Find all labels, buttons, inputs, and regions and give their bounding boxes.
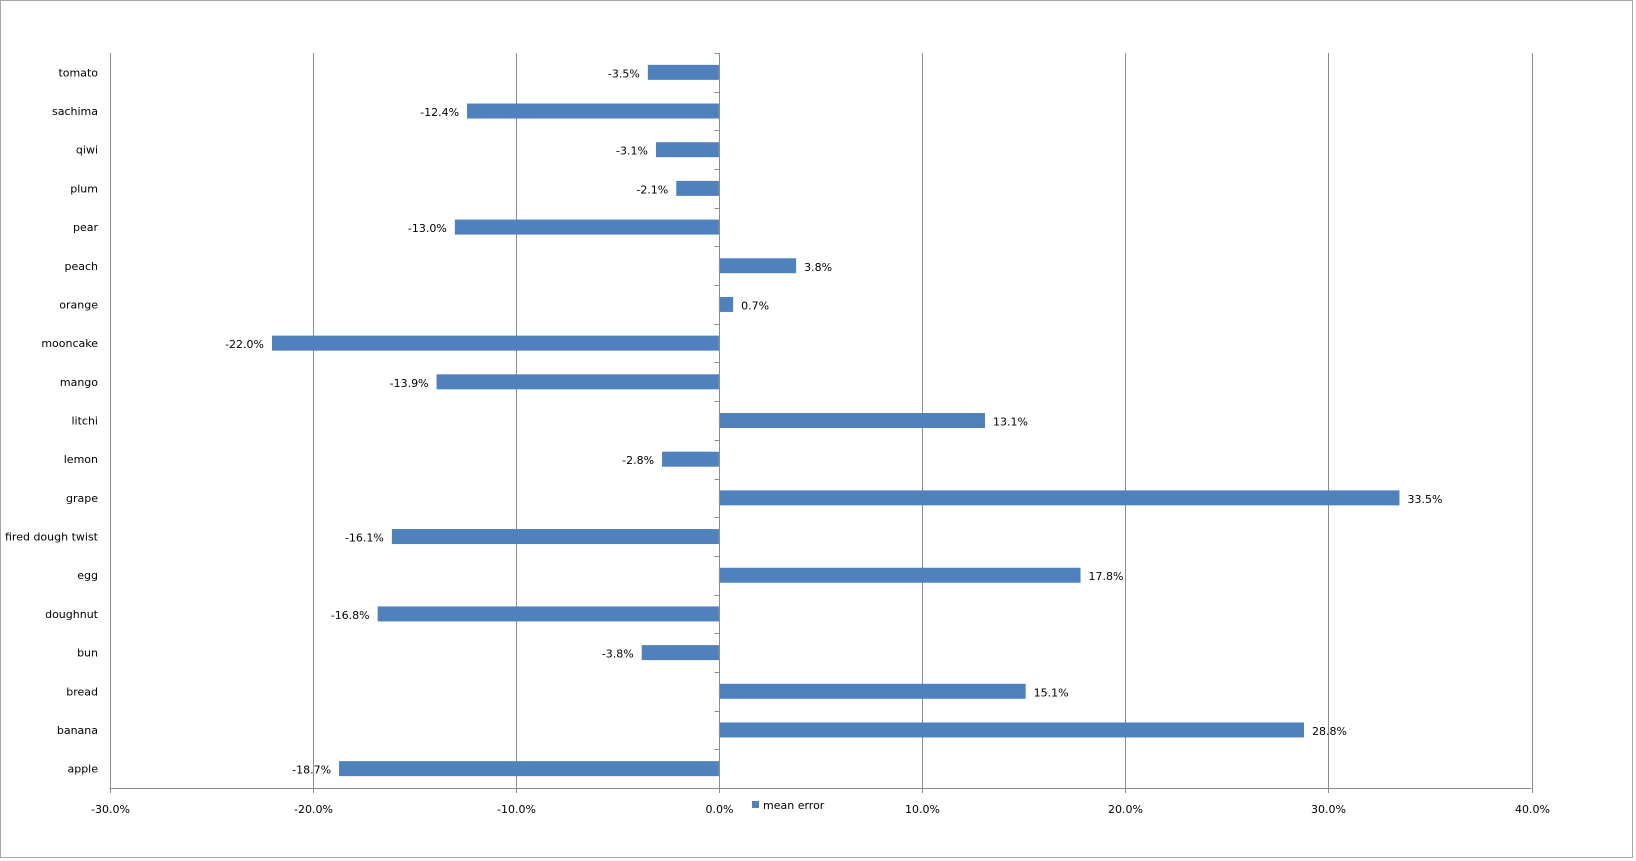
category-label: banana <box>57 724 98 737</box>
bar <box>718 258 797 274</box>
bar <box>718 683 1026 699</box>
x-tick-label: -10.0% <box>497 803 536 816</box>
x-tick-label: -30.0% <box>91 803 130 816</box>
category-label: doughnut <box>45 608 99 621</box>
bar <box>377 606 719 622</box>
category-label: bun <box>77 647 98 660</box>
category-label: plum <box>70 182 98 195</box>
category-label: pear <box>73 221 98 234</box>
bar <box>718 722 1304 738</box>
category-label: grape <box>66 492 98 505</box>
category-label: apple <box>67 763 98 776</box>
bar <box>467 103 719 119</box>
data-label: -3.1% <box>616 145 648 158</box>
bar <box>718 296 734 312</box>
bar <box>647 64 719 80</box>
data-label: -13.0% <box>408 222 447 235</box>
x-tick-label: 30.0% <box>1311 803 1346 816</box>
x-tick-label: -20.0% <box>294 803 333 816</box>
category-label: egg <box>77 569 98 582</box>
category-label: sachima <box>52 105 98 118</box>
data-label: -16.1% <box>345 532 384 545</box>
category-label: qiwi <box>76 144 98 157</box>
x-tick-label: 20.0% <box>1108 803 1143 816</box>
x-tick-label: 40.0% <box>1515 803 1550 816</box>
data-label: -2.8% <box>622 454 654 467</box>
bar <box>436 374 719 390</box>
data-label: -16.8% <box>331 609 370 622</box>
x-tick-label: 10.0% <box>905 803 940 816</box>
data-label: -12.4% <box>420 106 459 119</box>
bar <box>676 180 719 196</box>
category-label: litchi <box>71 415 98 428</box>
bar <box>718 413 986 428</box>
bar <box>655 142 719 158</box>
category-label: orange <box>59 298 98 311</box>
data-label: -3.8% <box>602 648 634 661</box>
data-label: 17.8% <box>1089 570 1124 583</box>
bar <box>641 645 719 661</box>
data-label: -3.5% <box>608 67 640 80</box>
data-label: 3.8% <box>804 261 832 274</box>
bars <box>272 64 1400 777</box>
bar <box>391 529 719 545</box>
data-label: -22.0% <box>225 338 264 351</box>
data-label: 28.8% <box>1312 725 1347 738</box>
category-label: mango <box>60 376 98 389</box>
data-label: 13.1% <box>993 416 1028 429</box>
bar <box>718 567 1081 583</box>
legend-swatch <box>752 801 759 808</box>
category-label: tomato <box>58 66 98 79</box>
legend-label: mean error <box>763 799 825 812</box>
x-tick-label: 0.0% <box>706 803 734 816</box>
bar <box>339 761 719 777</box>
data-label: -2.1% <box>636 183 668 196</box>
category-label: peach <box>64 260 98 273</box>
axes <box>109 53 1533 793</box>
bar <box>272 335 719 351</box>
data-label: 33.5% <box>1407 493 1442 506</box>
bar <box>454 219 719 235</box>
gridlines <box>110 53 1533 788</box>
category-label: bread <box>66 685 98 698</box>
category-label: mooncake <box>41 337 98 350</box>
data-label: -18.7% <box>292 764 331 777</box>
bar <box>718 490 1400 506</box>
labels: -30.0% -20.0% -10.0% 0.0% 10.0% 20.0% 30.0% 40.… <box>5 66 1550 816</box>
data-label: 0.7% <box>741 299 769 312</box>
legend: mean error <box>752 799 825 812</box>
data-label: -13.9% <box>390 377 429 390</box>
bar <box>662 451 719 467</box>
category-label: lemon <box>64 453 98 466</box>
category-label: fired dough twist <box>5 531 99 544</box>
data-label: 15.1% <box>1034 686 1069 699</box>
